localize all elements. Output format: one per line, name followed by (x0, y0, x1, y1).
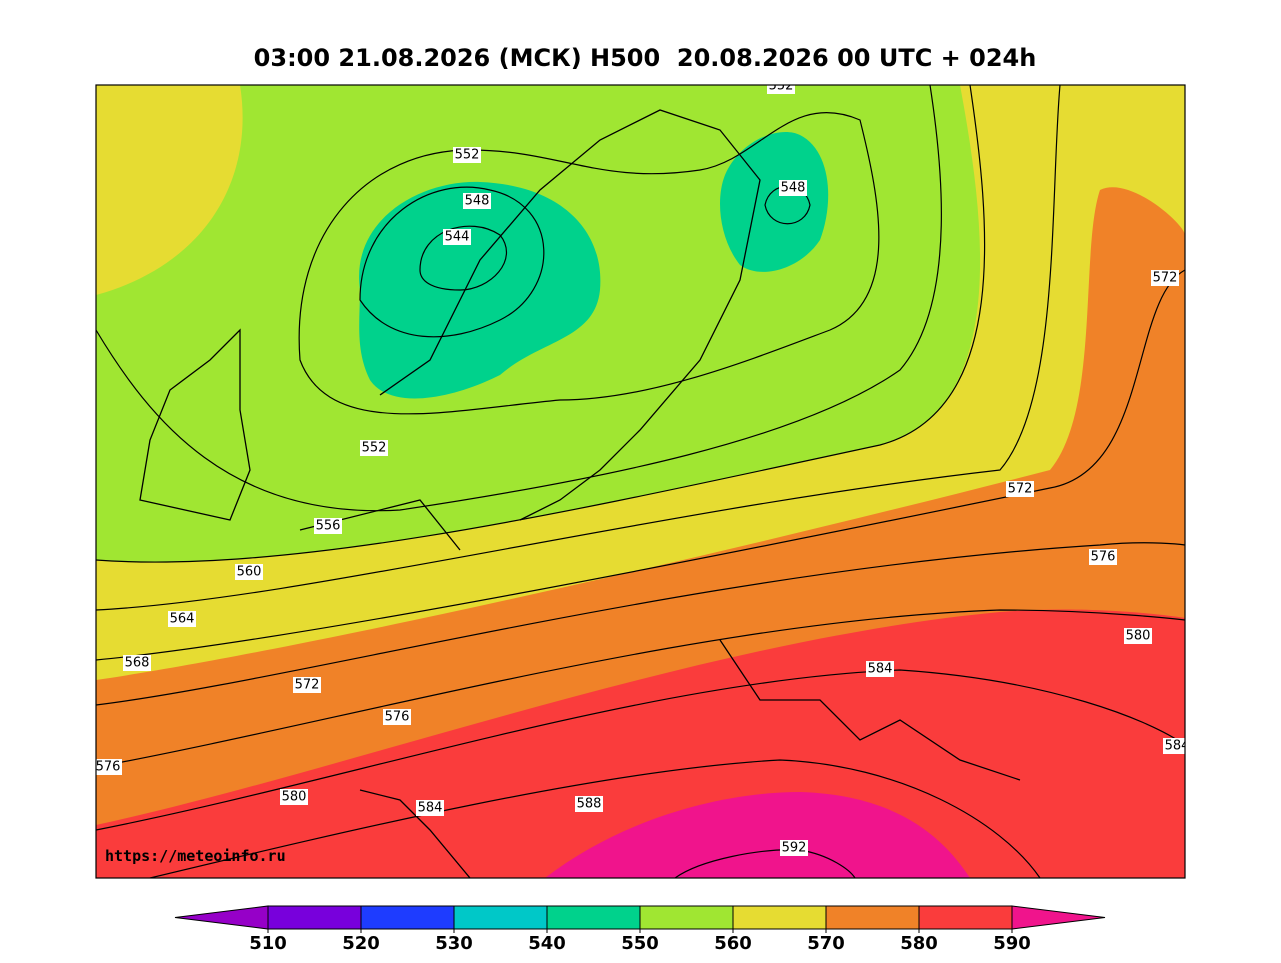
contour-label-bg (453, 147, 481, 163)
colorbar-extension (1011, 905, 1106, 930)
contour-label: 580 (1126, 629, 1151, 644)
fill-580 (96, 609, 1185, 878)
contour-label: 552 (769, 79, 794, 94)
contour-label: 552 (455, 148, 480, 163)
contour-label-bg (235, 564, 263, 580)
fill-540 (359, 181, 601, 399)
colorbar-box (453, 905, 548, 930)
contour-label-bg (360, 440, 388, 456)
colorbar-box (267, 905, 362, 930)
contour-label-bg (123, 655, 151, 671)
title: 03:00 21.08.2026 (МСК) H500 20.08.2026 0… (254, 44, 1037, 72)
colorbar-tick-label: 550 (621, 933, 659, 954)
colorbar-tick-label: 510 (249, 933, 287, 954)
colorbar-box (546, 905, 641, 930)
contour-label: 584 (418, 801, 443, 816)
map-frame (95, 84, 1186, 879)
colorbar-tick-label: 570 (807, 933, 845, 954)
contour-label-bg (463, 193, 491, 209)
contour-label-bg (293, 677, 321, 693)
contour-label: 552 (362, 441, 387, 456)
colorbar-tick-label: 590 (993, 933, 1031, 954)
colorbar-tick-label: 560 (714, 933, 752, 954)
contour-label: 568 (125, 656, 150, 671)
contour-label-bg (767, 85, 795, 94)
contour-label: 544 (445, 230, 470, 245)
contour-label-bg (780, 840, 808, 856)
contour-label-bg (314, 518, 342, 534)
contour-label-bg (779, 180, 807, 196)
fill-560 (96, 85, 243, 295)
contour-label-bg (416, 800, 444, 816)
contour-label: 584 (868, 662, 893, 677)
contour-label-bg (575, 796, 603, 812)
colorbar-tick-label: 580 (900, 933, 938, 954)
contour-label-bg (1151, 270, 1179, 286)
contour-label: 588 (577, 797, 602, 812)
contour-label-bg (1089, 549, 1117, 565)
contour-label: 572 (1153, 271, 1178, 286)
contour-label: 556 (316, 519, 341, 534)
contour-label-bg (443, 229, 471, 245)
contour-label-bg (1163, 738, 1185, 754)
contour-label: 560 (237, 565, 262, 580)
colorbar-tick-label: 540 (528, 933, 566, 954)
contour-label-bg (96, 759, 122, 775)
contour-label: 584 (1165, 739, 1190, 754)
contour-label: 580 (282, 790, 307, 805)
contour-label-bg (1006, 481, 1034, 497)
colorbar: 510 520 530 540 550 560 570 580 590 (174, 905, 1106, 954)
contour-label-bg (1124, 628, 1152, 644)
contour-label: 576 (96, 760, 121, 775)
contour-label: 548 (781, 181, 806, 196)
contour-label: 592 (782, 841, 807, 856)
fill-540 (720, 131, 829, 272)
fill-590 (545, 792, 970, 878)
colorbar-extension (174, 905, 269, 930)
contour-label-bg (866, 661, 894, 677)
colorbar-tick-label: 520 (342, 933, 380, 954)
colorbar-tick-label: 530 (435, 933, 473, 954)
colorbar-box (918, 905, 1013, 930)
source-url: https://meteoinfo.ru (105, 847, 286, 865)
contour-label: 572 (1008, 482, 1033, 497)
contour-label-bg (168, 611, 196, 627)
contour-label: 548 (465, 194, 490, 209)
map: 552 552 548 544 548 572 552 572 556 576 560 564 580 5… (96, 79, 1190, 878)
contour-label: 564 (170, 612, 195, 627)
contour-label-bg (280, 789, 308, 805)
contour-label: 576 (1091, 550, 1116, 565)
colorbar-box (732, 905, 827, 930)
colorbar-box (825, 905, 920, 930)
colorbar-box (639, 905, 734, 930)
colorbar-box (360, 905, 455, 930)
contour-label: 576 (385, 710, 410, 725)
contour-label-bg (383, 709, 411, 725)
contour-label: 572 (295, 678, 320, 693)
